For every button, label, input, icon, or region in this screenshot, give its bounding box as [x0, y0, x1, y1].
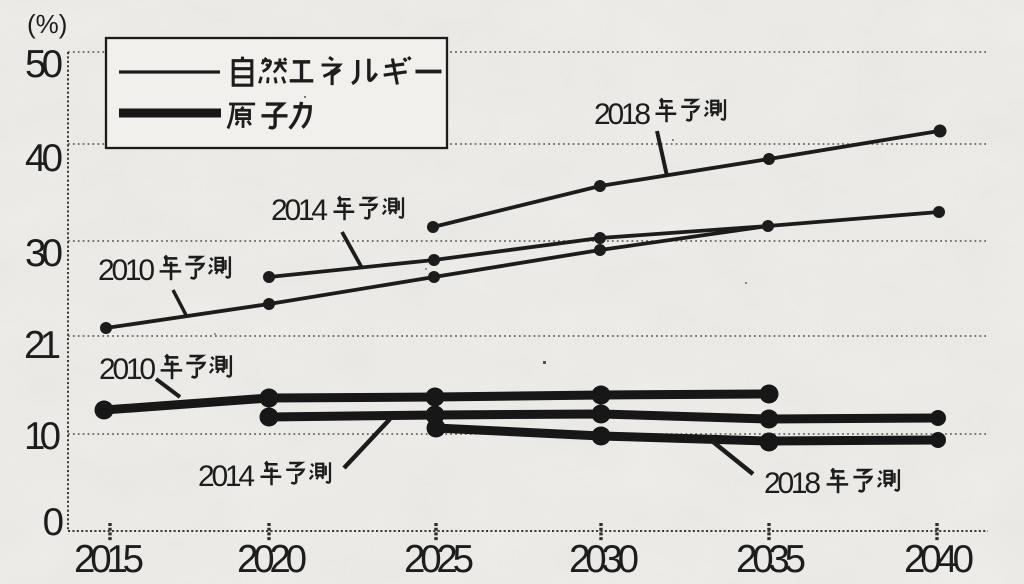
svg-text:2010: 2010 [99, 353, 156, 386]
svg-text:30: 30 [25, 232, 63, 275]
svg-text:0: 0 [43, 501, 64, 544]
svg-text:2040: 2040 [904, 538, 974, 581]
svg-text:2014: 2014 [198, 460, 255, 493]
svg-text:50: 50 [25, 43, 63, 86]
svg-text:2014: 2014 [271, 194, 328, 227]
svg-text:2018: 2018 [594, 98, 651, 131]
svg-text:2010: 2010 [98, 254, 155, 287]
svg-text:2020: 2020 [237, 538, 307, 581]
svg-text:(%): (%) [27, 9, 67, 39]
svg-text:2015: 2015 [74, 538, 144, 581]
svg-text:2025: 2025 [404, 538, 474, 581]
svg-text:2030: 2030 [569, 538, 639, 581]
svg-text:10: 10 [24, 415, 61, 458]
svg-text:2018: 2018 [764, 467, 821, 500]
svg-text:2035: 2035 [736, 538, 806, 581]
svg-text:21: 21 [24, 324, 61, 367]
svg-text:40: 40 [25, 137, 63, 180]
